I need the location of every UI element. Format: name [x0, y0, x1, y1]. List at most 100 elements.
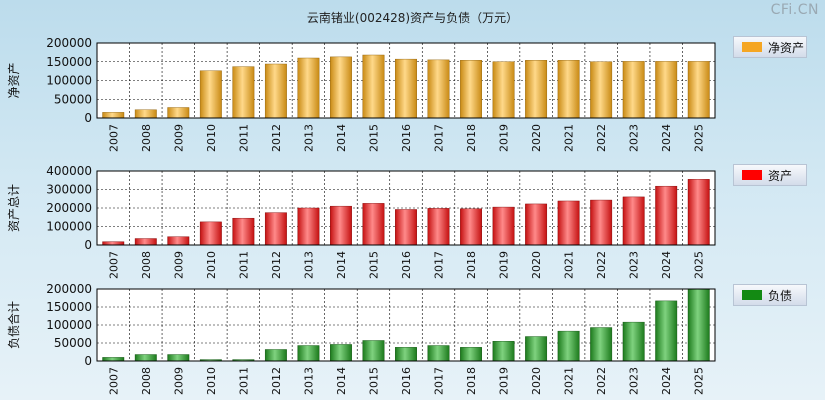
x-tick-label: 2024 — [660, 251, 673, 279]
x-tick-label: 2011 — [237, 251, 250, 279]
y-tick-label: 100000 — [46, 318, 92, 332]
bar-liabilities-2015 — [362, 340, 385, 362]
x-tick-label: 2025 — [693, 124, 706, 152]
x-tick-label: 2025 — [693, 367, 706, 395]
bar-liabilities-2019 — [492, 341, 515, 362]
watermark: CFi.CN — [770, 2, 819, 18]
x-tick-label: 2010 — [205, 367, 218, 395]
bar-assets-2022 — [590, 199, 613, 246]
panel-equity: 0 50000 100000 150000 200000 2007 2008 2009 2010… — [7, 36, 716, 152]
bar-assets-2013 — [297, 207, 320, 246]
x-tick-label: 2007 — [107, 367, 120, 395]
panel-assets: 0 100000 200000 300000 400000 2007 2008 2009 201… — [7, 164, 716, 279]
y-tick-label: 300000 — [46, 183, 92, 197]
x-tick-label: 2020 — [530, 251, 543, 279]
x-tick-label: 2018 — [465, 124, 478, 152]
bar-liabilities-2013 — [297, 345, 320, 362]
x-tick-label: 2016 — [400, 367, 413, 395]
y-tick-label: 200000 — [46, 201, 92, 215]
legend-equity: 净资产 — [733, 36, 807, 58]
bar-equity-2018 — [460, 60, 482, 119]
bar-equity-2008 — [134, 109, 157, 119]
x-tick-label: 2018 — [465, 367, 478, 395]
y-tick-label: 100000 — [46, 220, 92, 234]
bar-assets-2021 — [557, 200, 580, 246]
y-tick-label: 200000 — [46, 282, 92, 296]
x-tick-label: 2019 — [498, 124, 511, 152]
x-tick-label: 2023 — [628, 367, 641, 395]
x-tick-label: 2016 — [400, 251, 413, 279]
bar-assets-2010 — [199, 221, 222, 246]
y-tick-label: 200000 — [46, 36, 92, 50]
x-tick-label: 2020 — [530, 367, 543, 395]
bar-liabilities-2020 — [525, 336, 548, 362]
bar-equity-2011 — [232, 66, 255, 119]
x-tick-label: 2021 — [563, 124, 576, 152]
bar-assets-2008 — [134, 238, 157, 246]
x-tick-label: 2010 — [205, 251, 218, 279]
y-tick-label: 400000 — [46, 164, 92, 178]
y-tick-label: 100000 — [46, 74, 92, 88]
x-tick-label: 2014 — [335, 124, 348, 152]
chart-title: 云南锗业(002428)资产与负债（万元） — [306, 11, 519, 25]
x-tick-label: 2010 — [205, 124, 218, 152]
plot-border-assets — [96, 170, 716, 246]
bar-liabilities-2024 — [655, 300, 678, 362]
x-tick-label: 2015 — [367, 124, 380, 152]
x-tick-label: 2013 — [302, 251, 315, 279]
panel-liabilities: 0 50000 100000 150000 200000 2007 2008 2009 2010… — [6, 282, 716, 395]
x-tick-label: 2008 — [140, 367, 153, 395]
x-tick-label: 2023 — [628, 124, 641, 152]
x-tick-label: 2020 — [530, 124, 543, 152]
y-axis-label-equity: 净资产 — [7, 62, 21, 98]
bar-assets-2019 — [492, 206, 515, 246]
bar-assets-2025 — [687, 179, 710, 246]
x-tick-label: 2011 — [237, 367, 250, 395]
x-tick-label: 2022 — [595, 251, 608, 279]
legend-swatch-liabilities — [742, 290, 762, 300]
bar-assets-2024 — [655, 185, 678, 246]
bar-equity-2010 — [199, 70, 222, 119]
bar-liabilities-2012 — [264, 349, 287, 362]
bar-assets-2011 — [232, 217, 255, 246]
x-tick-label: 2011 — [237, 124, 250, 152]
bar-assets-2009 — [167, 236, 190, 246]
bar-equity-2019 — [492, 61, 515, 119]
bar-liabilities-2017 — [427, 345, 450, 362]
bar-equity-2020 — [525, 60, 548, 119]
x-tick-label: 2009 — [172, 251, 185, 279]
y-tick-label: 0 — [84, 111, 92, 125]
bar-equity-2023 — [622, 61, 645, 119]
x-tick-label: 2013 — [302, 124, 315, 152]
bar-equity-2016 — [395, 58, 417, 119]
bar-assets-2018 — [460, 208, 482, 246]
x-tick-label: 2007 — [107, 251, 120, 279]
x-tick-label: 2012 — [270, 367, 283, 395]
y-tick-label: 150000 — [46, 300, 92, 314]
x-tick-label: 2013 — [302, 367, 315, 395]
legend-swatch-assets — [742, 170, 762, 180]
bar-equity-2009 — [167, 107, 190, 119]
x-tick-label: 2022 — [595, 367, 608, 395]
bar-assets-2017 — [427, 208, 450, 246]
bar-liabilities-2021 — [557, 330, 580, 362]
bar-assets-2020 — [525, 203, 548, 246]
bar-equity-2017 — [427, 59, 450, 119]
x-tick-label: 2012 — [270, 251, 283, 279]
bar-equity-2015 — [362, 54, 385, 119]
bar-liabilities-2022 — [590, 327, 613, 362]
x-tick-label: 2023 — [628, 251, 641, 279]
y-axis-label-liabilities: 负债合计 — [6, 301, 21, 349]
x-tick-label: 2025 — [693, 251, 706, 279]
x-tick-label: 2017 — [433, 367, 446, 395]
y-tick-label: 0 — [84, 238, 92, 252]
bar-assets-2012 — [264, 212, 287, 246]
bar-assets-2015 — [362, 203, 385, 246]
x-tick-label: 2017 — [433, 124, 446, 152]
bar-equity-2012 — [264, 63, 287, 119]
y-tick-label: 50000 — [54, 336, 92, 350]
x-tick-label: 2009 — [172, 367, 185, 395]
bar-equity-2022 — [590, 61, 613, 119]
x-tick-label: 2017 — [433, 251, 446, 279]
x-tick-label: 2014 — [335, 367, 348, 395]
